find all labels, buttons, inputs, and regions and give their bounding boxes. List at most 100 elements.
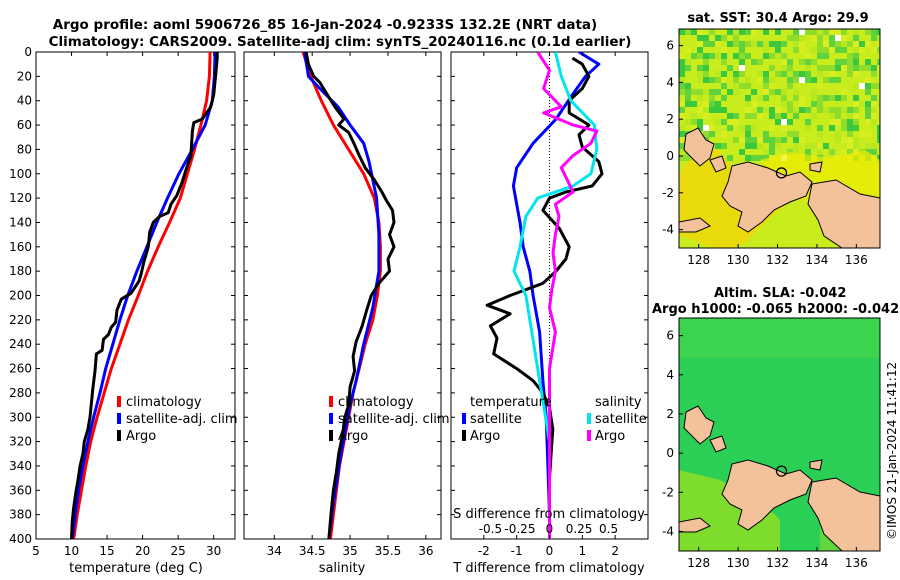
- sst-pixel: [739, 53, 745, 59]
- sst-pixel: [679, 143, 685, 149]
- sst-pixel: [703, 107, 709, 113]
- sst-pixel: [835, 41, 841, 47]
- sst-pixel: [781, 59, 787, 65]
- sst-pixel: [871, 149, 877, 155]
- sst-pixel: [721, 77, 727, 83]
- sst-pixel: [763, 83, 769, 89]
- sst-pixel: [841, 89, 847, 95]
- sst-pixel: [757, 113, 763, 119]
- sst-pixel: [715, 101, 721, 107]
- sst-pixel: [853, 41, 859, 47]
- sst-pixel: [685, 101, 691, 107]
- sst-pixel: [787, 71, 793, 77]
- y-tick-label: 4: [666, 75, 674, 89]
- sst-pixel: [709, 41, 715, 47]
- sst-pixel: [811, 77, 817, 83]
- sst-pixel: [679, 125, 685, 131]
- sst-pixel: [727, 119, 733, 125]
- y-tick-label: 400: [9, 532, 32, 546]
- salinity-xlabel: salinity: [319, 561, 366, 576]
- sst-pixel: [847, 107, 853, 113]
- sst-pixel: [823, 95, 829, 101]
- sst-pixel: [853, 35, 859, 41]
- sst-pixel: [721, 59, 727, 65]
- sst-pixel: [709, 89, 715, 95]
- sst-pixel: [877, 125, 880, 131]
- x-tick-label: 0: [546, 544, 554, 558]
- y-tick-label: 0: [666, 149, 674, 163]
- sst-pixel: [799, 95, 805, 101]
- sst-pixel: [799, 71, 805, 77]
- sst-pixel: [715, 35, 721, 41]
- y-tick-label: 160: [9, 240, 32, 254]
- sst-pixel: [769, 89, 775, 95]
- sst-pixel: [751, 143, 757, 149]
- x-tick-label: 128: [687, 253, 710, 267]
- sst-pixel: [775, 119, 781, 125]
- sst-pixel: [841, 149, 847, 155]
- sst-pixel: [697, 65, 703, 71]
- sst-pixel: [817, 83, 823, 89]
- sst-pixel: [691, 29, 697, 35]
- sst-pixel: [799, 35, 805, 41]
- sst-pixel: [709, 29, 715, 35]
- y-tick-label: 180: [9, 264, 32, 278]
- sst-pixel: [787, 83, 793, 89]
- sst-pixel: [769, 107, 775, 113]
- sst-pixel: [823, 29, 829, 35]
- sst-missing-pixel: [859, 83, 865, 89]
- legend-label-satellite: satellite-adj. clim: [338, 412, 450, 427]
- sst-pixel: [697, 35, 703, 41]
- sst-pixel: [697, 41, 703, 47]
- sst-pixel: [739, 29, 745, 35]
- sst-pixel: [829, 41, 835, 47]
- land-seram: [679, 517, 711, 533]
- sst-pixel: [685, 119, 691, 125]
- x-tick-label: 10: [64, 544, 79, 558]
- sst-pixel: [847, 71, 853, 77]
- sst-pixel: [751, 155, 757, 161]
- series-argo-line: [304, 52, 396, 539]
- sst-pixel: [817, 125, 823, 131]
- sst-missing-pixel: [835, 35, 841, 41]
- sst-pixel: [775, 29, 781, 35]
- sst-pixel: [853, 149, 859, 155]
- sst-pixel: [775, 107, 781, 113]
- sst-pixel: [829, 29, 835, 35]
- series-argo-line: [70, 52, 219, 539]
- sst-pixel: [745, 41, 751, 47]
- sst-pixel: [769, 149, 775, 155]
- sst-pixel: [727, 41, 733, 47]
- x2-tick-label: 0.5: [599, 522, 618, 536]
- sla-map-frame: [678, 317, 881, 552]
- sst-pixel: [721, 53, 727, 59]
- sst-pixel: [697, 89, 703, 95]
- y-tick-label: 2: [666, 407, 674, 421]
- sst-pixel: [847, 113, 853, 119]
- sst-pixel: [799, 137, 805, 143]
- sst-pixel: [877, 41, 880, 47]
- y-tick-label: 20: [17, 69, 32, 83]
- sst-pixel: [853, 125, 859, 131]
- legend-label-t-satellite: satellite: [470, 412, 522, 427]
- sst-pixel: [805, 149, 811, 155]
- sst-map-title: sat. SST: 30.4 Argo: 29.9: [687, 11, 868, 26]
- sst-pixel: [745, 29, 751, 35]
- sst-pixel: [769, 113, 775, 119]
- sst-pixel: [763, 77, 769, 83]
- sst-pixel: [769, 83, 775, 89]
- sst-pixel: [811, 35, 817, 41]
- legend-swatch-satellite: [117, 413, 121, 424]
- sst-pixel: [715, 119, 721, 125]
- sst-pixel: [841, 137, 847, 143]
- y-tick-label: 6: [666, 329, 674, 343]
- copyright-stamp: ©IMOS 21-Jan-2024 11:41:12: [885, 362, 899, 540]
- sst-pixel: [709, 125, 715, 131]
- sst-pixel: [721, 35, 727, 41]
- sst-pixel: [817, 95, 823, 101]
- sst-pixel: [739, 47, 745, 53]
- sst-pixel: [865, 107, 871, 113]
- difference-xlabel: T difference from climatology: [452, 561, 645, 576]
- y-tick-label: 4: [666, 368, 674, 382]
- sst-pixel: [847, 125, 853, 131]
